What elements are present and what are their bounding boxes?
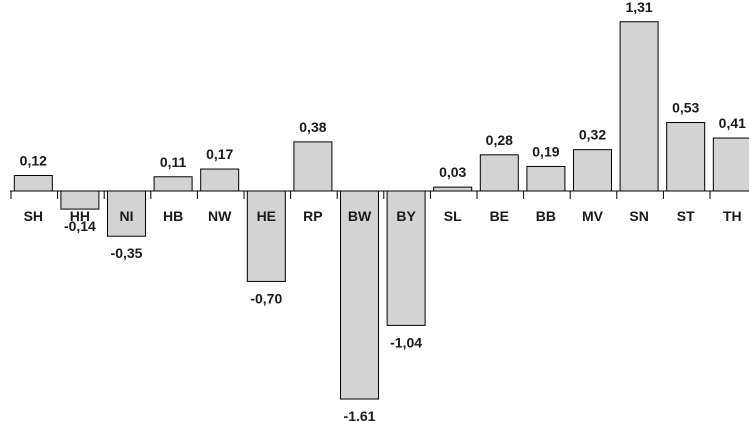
bar-rp	[293, 141, 333, 192]
value-label-by: -1,04	[390, 334, 422, 350]
value-label-sl: 0,03	[439, 164, 466, 180]
category-label-rp: RP	[303, 208, 322, 224]
value-label-bb: 0,19	[532, 143, 559, 159]
category-highlight	[345, 206, 374, 225]
bar-bw	[340, 190, 379, 400]
category-label-mv: MV	[582, 208, 604, 224]
value-label-bw: -1,61	[344, 408, 376, 421]
value-label-ni: -0,35	[111, 245, 143, 261]
value-label-mv: 0,32	[579, 127, 606, 143]
value-label-sn: 1,31	[625, 0, 652, 15]
value-label-th: 0,41	[719, 115, 746, 131]
bar-mv	[573, 149, 612, 192]
value-label-he: -0,70	[250, 290, 282, 306]
bar-st	[666, 122, 706, 192]
value-label-hh: -0,14	[64, 218, 96, 234]
bar-th	[712, 137, 749, 192]
category-highlight	[392, 206, 421, 225]
bar-bb	[526, 165, 566, 192]
category-label-be: BE	[490, 208, 509, 224]
value-label-nw: 0,17	[206, 146, 233, 162]
bar-sn	[619, 21, 659, 192]
category-label-he: HE	[257, 208, 276, 224]
category-label-hb: HB	[163, 208, 183, 224]
bar-nw	[200, 168, 240, 192]
category-label-st: ST	[677, 208, 695, 224]
category-label-hh: HH	[70, 208, 90, 224]
bar-hh	[60, 190, 100, 210]
value-label-st: 0,53	[672, 100, 699, 116]
value-label-rp: 0,38	[299, 119, 326, 135]
bar-sl	[433, 186, 473, 192]
category-label-bw: BW	[348, 208, 372, 224]
category-label-by: BY	[396, 208, 416, 224]
bar-hb	[153, 176, 193, 192]
category-label-nw: NW	[208, 208, 232, 224]
category-label-sn: SN	[629, 208, 648, 224]
value-label-hb: 0,11	[160, 154, 187, 170]
category-label-bb: BB	[536, 208, 556, 224]
value-label-sh: 0,12	[20, 152, 47, 168]
value-label-be: 0,28	[486, 132, 513, 148]
bar-sh	[13, 174, 53, 192]
category-label-th: TH	[723, 208, 742, 224]
category-label-ni: NI	[120, 208, 134, 224]
bar-he	[246, 190, 286, 282]
category-label-sl: SL	[444, 208, 462, 224]
category-label-sh: SH	[24, 208, 43, 224]
category-highlight	[252, 206, 281, 225]
category-highlight	[112, 206, 141, 225]
bar-be	[479, 154, 519, 192]
